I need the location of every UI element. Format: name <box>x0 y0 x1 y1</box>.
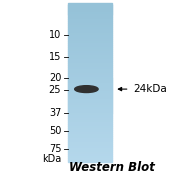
Bar <box>68 3 112 6</box>
Bar <box>68 39 112 41</box>
Bar <box>68 45 112 47</box>
Bar <box>68 31 112 33</box>
Text: Western Blot: Western Blot <box>69 161 155 174</box>
Bar <box>68 84 112 87</box>
Bar <box>68 142 112 144</box>
Bar <box>68 100 112 103</box>
Bar <box>68 106 112 109</box>
Bar <box>68 160 112 162</box>
Bar <box>68 90 112 93</box>
Bar <box>68 57 112 59</box>
Bar <box>68 7 112 10</box>
Bar <box>68 35 112 37</box>
Bar <box>68 71 112 73</box>
Bar <box>68 76 112 79</box>
Bar <box>68 86 112 89</box>
Bar <box>68 63 112 65</box>
Bar <box>68 134 112 136</box>
Bar <box>68 51 112 53</box>
Bar <box>68 138 112 140</box>
Bar <box>68 27 112 29</box>
Bar <box>68 110 112 112</box>
Bar <box>68 104 112 107</box>
Bar <box>68 136 112 138</box>
Bar <box>68 124 112 126</box>
Bar <box>68 116 112 118</box>
Bar <box>68 82 112 85</box>
Bar <box>68 15 112 17</box>
Bar <box>68 23 112 25</box>
Bar <box>68 49 112 51</box>
Text: 24kDa: 24kDa <box>133 84 167 94</box>
Text: 37: 37 <box>49 107 61 118</box>
Bar <box>68 112 112 114</box>
Text: 10: 10 <box>49 30 61 40</box>
Bar <box>68 120 112 122</box>
Bar <box>68 73 112 75</box>
Bar <box>68 59 112 61</box>
Bar <box>68 154 112 156</box>
Bar <box>68 156 112 158</box>
Bar <box>68 148 112 150</box>
Bar <box>68 126 112 128</box>
Text: 20: 20 <box>49 73 61 83</box>
Bar <box>68 67 112 69</box>
Text: kDa: kDa <box>42 154 61 164</box>
Text: 75: 75 <box>49 143 61 154</box>
Bar <box>68 98 112 101</box>
Bar <box>68 41 112 43</box>
Bar <box>68 140 112 142</box>
Bar <box>68 96 112 99</box>
Text: 50: 50 <box>49 125 61 136</box>
Bar <box>68 65 112 67</box>
Bar <box>68 78 112 81</box>
Bar <box>68 5 112 8</box>
Bar <box>68 19 112 21</box>
Bar <box>68 61 112 63</box>
Bar <box>68 29 112 31</box>
Bar <box>68 9 112 12</box>
Bar <box>68 37 112 39</box>
Bar <box>68 94 112 97</box>
Bar <box>68 55 112 57</box>
Bar <box>68 158 112 160</box>
Bar <box>68 118 112 120</box>
Bar <box>68 33 112 35</box>
Bar <box>68 114 112 116</box>
Bar <box>68 130 112 132</box>
Bar <box>68 75 112 77</box>
Bar <box>68 47 112 49</box>
Bar <box>68 13 112 15</box>
Bar <box>68 43 112 45</box>
Bar <box>68 17 112 19</box>
Bar <box>68 150 112 152</box>
Ellipse shape <box>75 86 98 93</box>
Bar <box>68 92 112 95</box>
Bar <box>68 108 112 111</box>
Text: 25: 25 <box>49 85 61 95</box>
Bar <box>68 102 112 105</box>
Bar <box>68 144 112 146</box>
Bar <box>68 132 112 134</box>
Bar <box>68 25 112 27</box>
Bar <box>68 122 112 124</box>
Bar <box>68 69 112 71</box>
Bar <box>68 146 112 148</box>
Text: 15: 15 <box>49 52 61 62</box>
Bar <box>68 53 112 55</box>
Bar <box>68 80 112 83</box>
Bar <box>68 21 112 23</box>
Bar <box>68 152 112 154</box>
Bar <box>68 88 112 91</box>
Bar <box>68 128 112 130</box>
Bar <box>68 11 112 14</box>
